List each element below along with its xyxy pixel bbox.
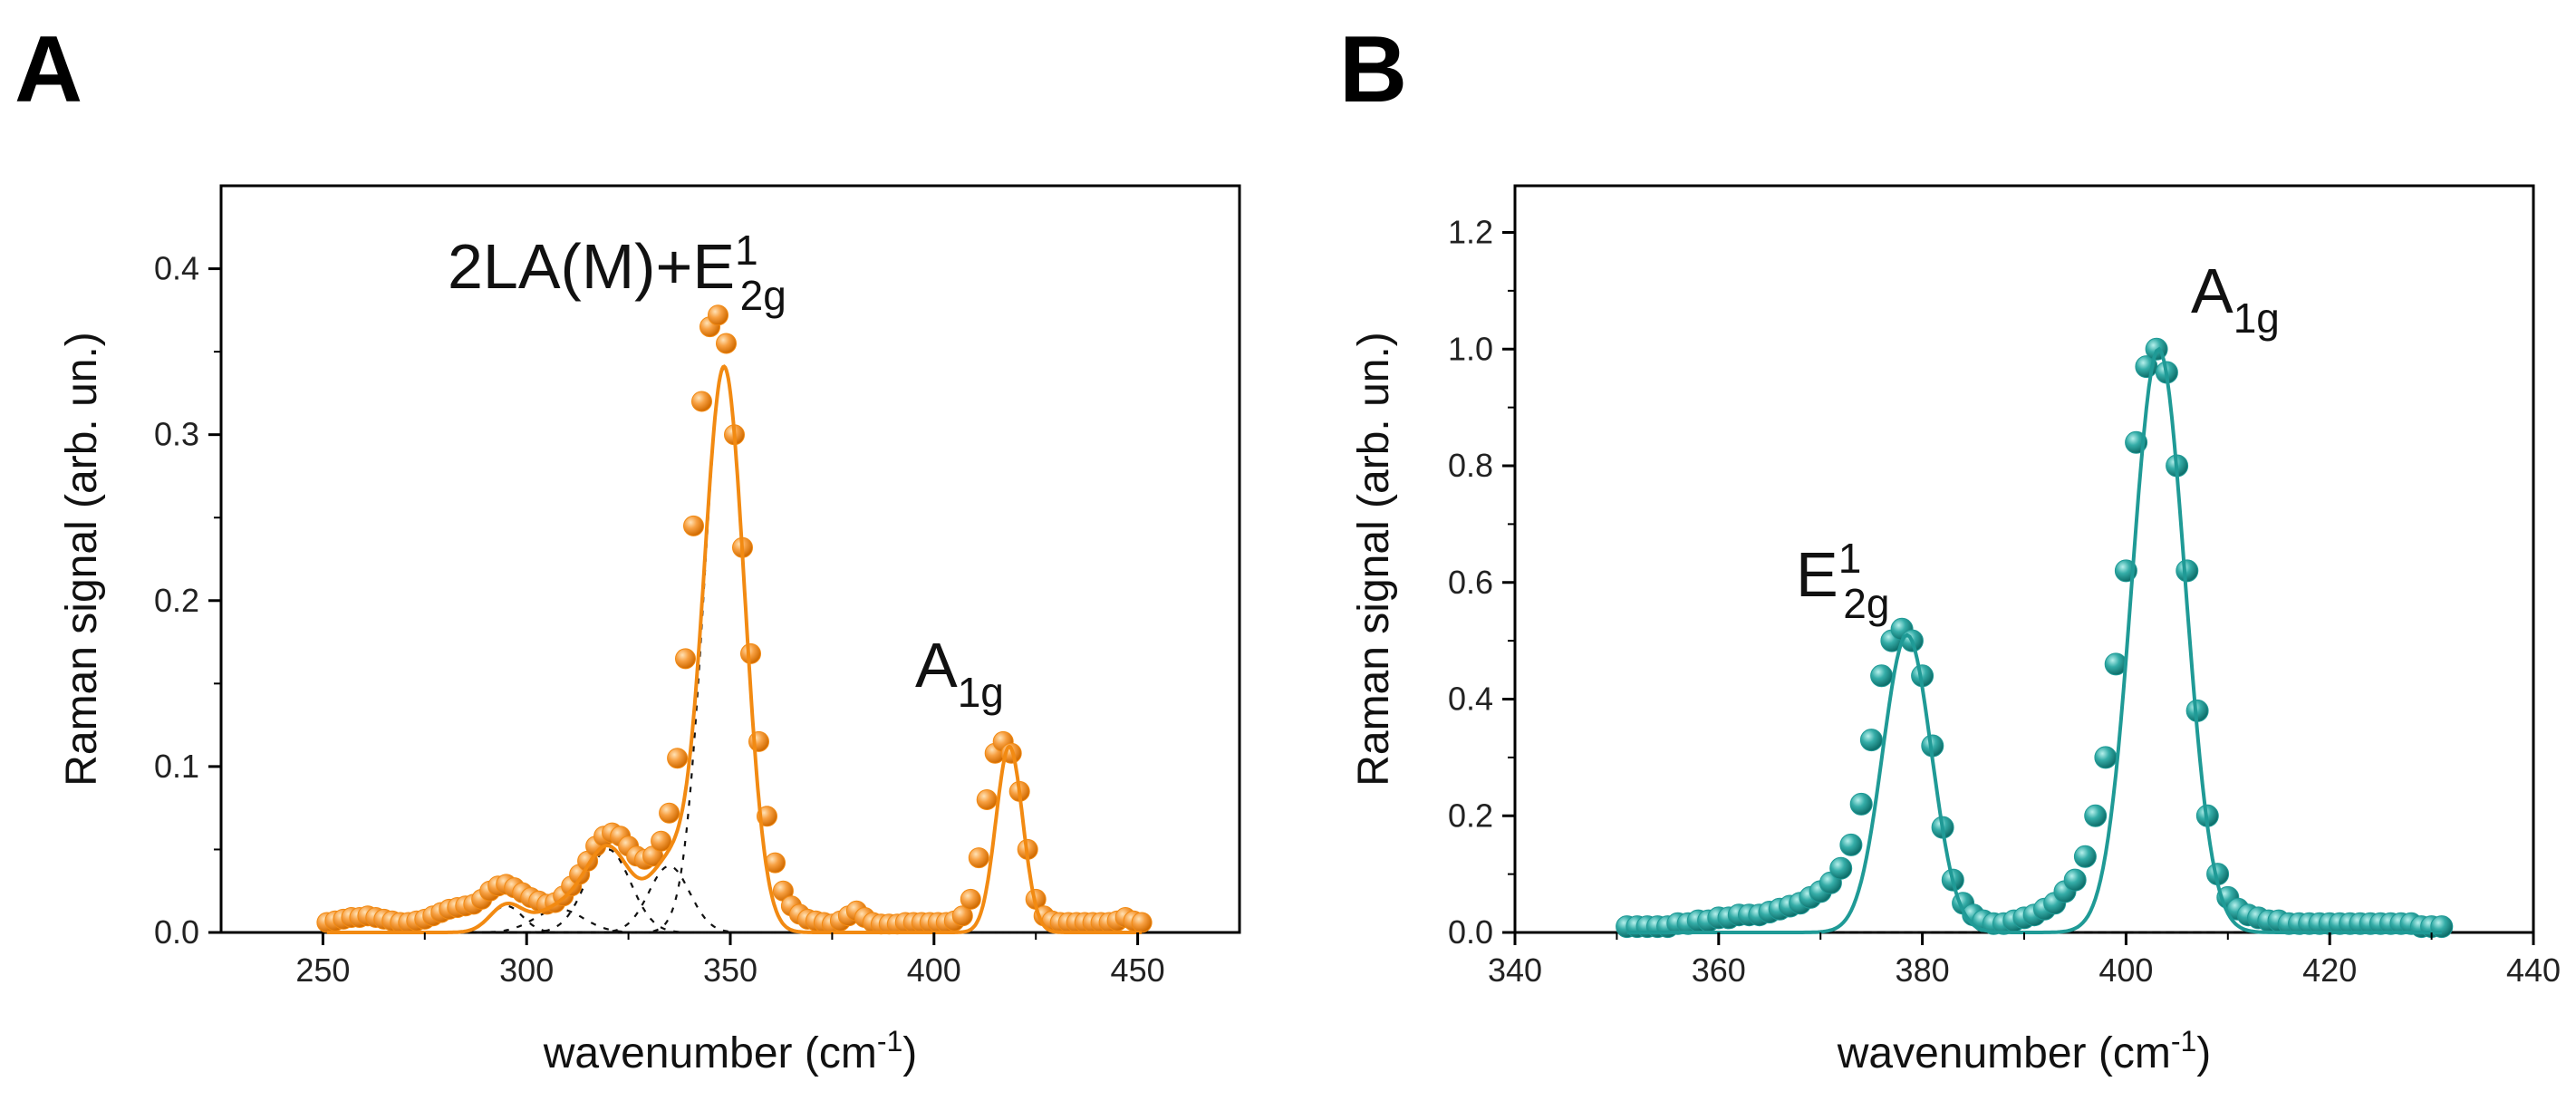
- data-point: [708, 304, 728, 326]
- x-tick-label: 250: [295, 951, 350, 989]
- panel-letter-b: B: [1339, 17, 1407, 122]
- y-tick-label: 0.4: [1448, 681, 1493, 718]
- annotation-a1g-panel-b: A1g: [2191, 256, 2280, 342]
- y-tick-label: 0.3: [154, 416, 199, 453]
- data-point: [1829, 856, 1853, 880]
- panel-a: A 250 300 350 400 450 0.0 0.1 0.2 0.3 0.4 wavenum…: [14, 17, 1241, 1077]
- data-point: [740, 642, 761, 664]
- y-axis-title-b: Raman signal (arb. un.): [1350, 332, 1398, 787]
- y-tick-label: 0.0: [154, 913, 199, 951]
- data-point: [675, 648, 696, 670]
- data-point: [960, 888, 981, 910]
- y-tick-label: 1.0: [1448, 330, 1493, 367]
- y-tick-label: 0.1: [154, 748, 199, 785]
- x-tick-label: 400: [907, 951, 961, 989]
- annotation-e12g: E1 2g: [1796, 535, 1889, 627]
- y-tick-label: 1.2: [1448, 214, 1493, 251]
- data-point: [659, 802, 680, 824]
- x-tick-label: 440: [2506, 951, 2561, 989]
- cumulative-fit-line: [326, 364, 1143, 934]
- data-point: [651, 830, 672, 852]
- x-tick-label: 360: [1692, 951, 1746, 989]
- fit-component-curve: [326, 848, 1143, 934]
- x-tick-label: 420: [2302, 951, 2357, 989]
- data-point: [1849, 792, 1873, 816]
- plot-frame-b: [1513, 184, 2535, 934]
- annotation-2la-e12g: 2LA(M)+E1 2g: [448, 227, 786, 319]
- y-tick-label: 0.0: [1448, 913, 1493, 951]
- data-point: [716, 333, 737, 354]
- data-point: [683, 515, 704, 536]
- panel-b: B 340 360 380 400 420 440 0.0 0.2 0.4 0.6 0.8 1.0 1.…: [1339, 17, 2561, 1077]
- data-layer-a: [316, 304, 1153, 935]
- y-axis-title-a: Raman signal (arb. un.): [58, 332, 106, 787]
- data-point: [2063, 868, 2087, 892]
- data-point: [667, 748, 689, 769]
- x-tick-label: 340: [1488, 951, 1542, 989]
- data-point: [2176, 559, 2199, 583]
- annotation-a1g-panel-a: A1g: [915, 630, 1004, 716]
- data-layer-b: [1616, 337, 2454, 939]
- data-point: [1859, 729, 1883, 752]
- cumulative-fit-line: [1626, 346, 2442, 934]
- data-point: [968, 847, 989, 869]
- data-point: [1131, 912, 1153, 933]
- x-axis-title-a: wavenumber (cm-1): [543, 1025, 918, 1077]
- data-point: [2073, 845, 2097, 868]
- x-tick-label: 300: [499, 951, 554, 989]
- fit-component-curve: [1626, 347, 2442, 934]
- data-point: [2094, 746, 2118, 769]
- data-point: [691, 391, 712, 412]
- data-point: [976, 789, 998, 810]
- y-tick-label: 0.8: [1448, 447, 1493, 484]
- data-point: [1870, 664, 1894, 688]
- x-tick-label: 350: [703, 951, 757, 989]
- y-tick-label: 0.4: [154, 250, 199, 287]
- data-point: [1839, 833, 1863, 856]
- x-axis-title-b: wavenumber (cm-1): [1837, 1025, 2212, 1077]
- fit-component-curve: [1626, 633, 2442, 934]
- y-tick-label: 0.2: [154, 582, 199, 619]
- x-tick-label: 380: [1896, 951, 1950, 989]
- data-point: [951, 905, 973, 927]
- x-tick-label: 450: [1111, 951, 1165, 989]
- tick-layer-a: 250 300 350 400 450 0.0 0.1 0.2 0.3 0.4: [154, 250, 1165, 989]
- tick-layer-b: 340 360 380 400 420 440 0.0 0.2 0.4 0.6 0.8 1.0 1.2: [1448, 214, 2561, 990]
- x-tick-label: 400: [2098, 951, 2153, 989]
- data-point: [748, 730, 769, 752]
- panel-letter-a: A: [14, 17, 82, 122]
- data-point: [2084, 804, 2108, 827]
- y-tick-label: 0.2: [1448, 797, 1493, 834]
- y-tick-label: 0.6: [1448, 564, 1493, 601]
